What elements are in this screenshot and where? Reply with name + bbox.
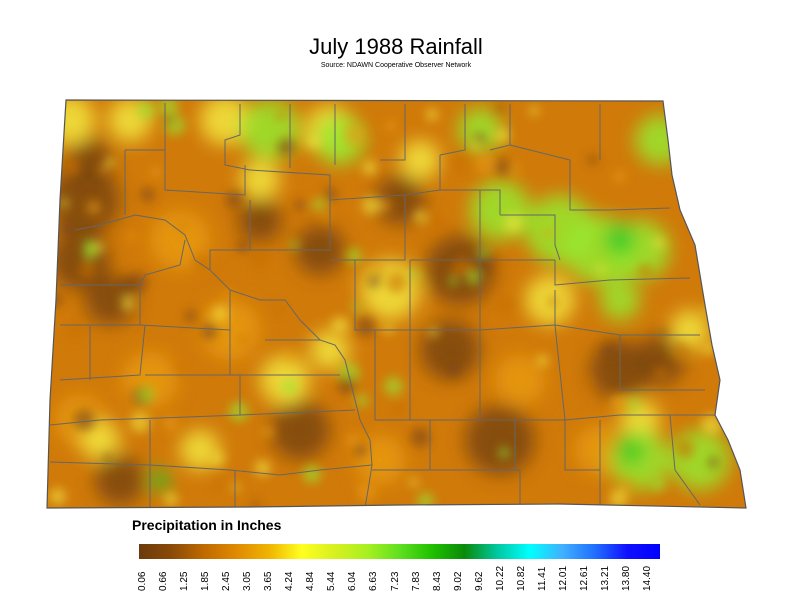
legend-tick-label: 10.82	[515, 565, 527, 591]
legend-tick-label: 2.45	[221, 571, 233, 591]
legend-tick-label: 0.06	[137, 571, 148, 591]
legend-tick-label: 3.65	[263, 571, 275, 591]
legend-tick-label: 12.61	[578, 565, 590, 591]
map-title: July 1988 Rainfall	[309, 34, 483, 59]
legend-title: Precipitation in Inches	[132, 517, 282, 533]
legend-tick-label: 0.66	[158, 571, 170, 591]
legend-tick-label: 9.02	[452, 571, 464, 591]
legend-tick-label: 1.25	[179, 571, 191, 591]
legend-tick-label: 9.62	[473, 571, 485, 591]
legend-tick-label: 5.44	[326, 571, 338, 591]
legend-tick-label: 3.05	[242, 571, 254, 591]
legend-color-bar	[139, 544, 660, 559]
map-subtitle: Source: NDAWN Cooperative Observer Netwo…	[320, 62, 472, 69]
legend-tick-label: 14.40	[642, 565, 653, 591]
legend-tick-label: 8.43	[431, 571, 443, 591]
legend-tick-label: 6.63	[368, 571, 380, 591]
legend-tick-label: 4.84	[305, 571, 317, 591]
legend-tick-label: 13.80	[620, 565, 632, 591]
legend-tick-label: 11.41	[536, 566, 548, 591]
legend-tick-label: 13.21	[599, 565, 611, 591]
county-boundaries	[49, 103, 715, 508]
precipitation-field	[47, 100, 746, 508]
legend-tick-label: 10.22	[494, 565, 506, 591]
legend-tick-label: 6.04	[347, 571, 359, 591]
legend-tick-label: 4.24	[284, 571, 296, 591]
legend-tick-label: 7.83	[410, 571, 422, 591]
legend-tick-label: 1.85	[200, 571, 212, 591]
legend-tick-label: 12.01	[557, 565, 569, 591]
legend-tick-label: 7.23	[389, 571, 401, 591]
